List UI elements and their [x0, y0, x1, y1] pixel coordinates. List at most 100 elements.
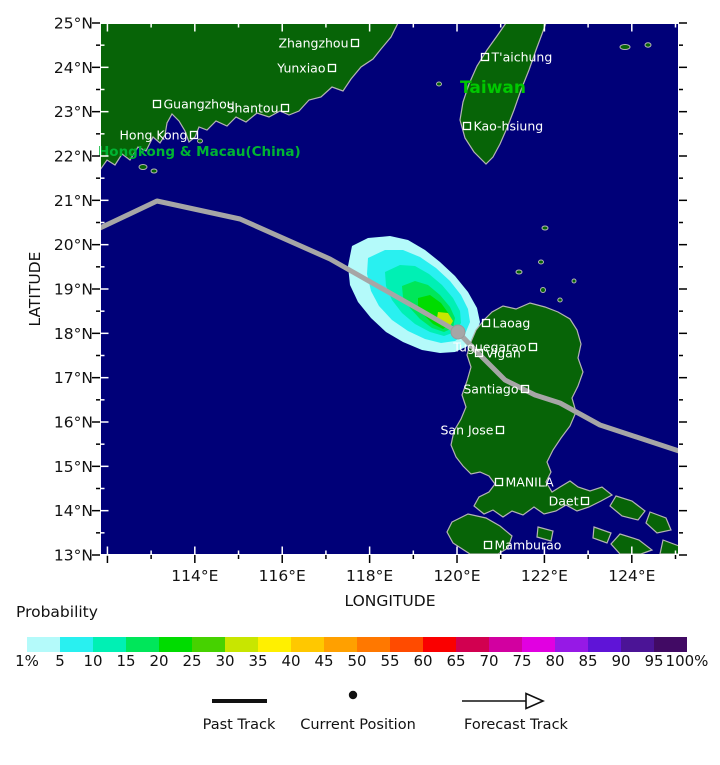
city-label: Tuguegarao	[452, 340, 526, 355]
colorbar-cell	[522, 637, 555, 652]
lon-tick-label: 124°E	[608, 567, 655, 585]
axis-frame-layer	[92, 22, 687, 563]
city-marker-square	[480, 52, 490, 62]
city-label: T'aichung	[491, 50, 553, 65]
colorbar-tick-label: 55	[380, 652, 399, 670]
city-zhangzhou: Zhangzhou	[278, 36, 360, 51]
lon-tick-label: 114°E	[171, 567, 218, 585]
y-axis-title: LATITUDE	[26, 252, 44, 327]
legend-past-track-label: Past Track	[203, 717, 276, 733]
colorbar-tick-label: 25	[182, 652, 201, 670]
city-marker-square	[327, 63, 337, 73]
lat-tick-label: 23°N	[54, 103, 93, 121]
city-label: San Jose	[440, 423, 493, 438]
colorbar-tick-label: 30	[215, 652, 234, 670]
colorbar-tick-label: 80	[545, 652, 564, 670]
city-label: Daet	[549, 494, 579, 509]
islet	[138, 164, 148, 170]
islet	[540, 287, 546, 293]
city-santiago: Santiago	[463, 382, 530, 397]
colorbar-cell	[423, 637, 456, 652]
landmass-china-coast	[100, 23, 399, 172]
city-label: Yunxiao	[276, 61, 325, 76]
city-t-aichung: T'aichung	[480, 50, 553, 65]
colorbar-cell	[192, 637, 225, 652]
city-manila: MANILA	[494, 475, 555, 490]
colorbar-tick-label: 85	[578, 652, 597, 670]
city-label: Guangzhou	[164, 97, 235, 112]
x-axis-title: LONGITUDE	[344, 592, 435, 610]
city-marker-square	[494, 477, 504, 487]
city-mamburao: Mamburao	[483, 538, 561, 553]
current-position-dot-sample	[348, 690, 358, 700]
city-marker-square	[474, 348, 484, 358]
islet	[557, 297, 563, 303]
landmass-luzon	[450, 302, 614, 518]
colorbar-cell	[126, 637, 159, 652]
city-laoag: Laoag	[481, 316, 531, 331]
legend-forecast-track-label: Forecast Track	[464, 717, 569, 733]
colorbar-cell	[159, 637, 192, 652]
landmass-island-e	[659, 539, 679, 555]
city-marker-square	[528, 342, 538, 352]
lat-tick-label: 20°N	[54, 236, 93, 254]
city-label: MANILA	[506, 475, 555, 490]
colorbar-cell	[555, 637, 588, 652]
region-label-taiwan: Taiwan	[460, 78, 526, 98]
colorbar-tick-label: 90	[611, 652, 630, 670]
colorbar-title: Probability	[16, 603, 98, 621]
colorbar-tick-label: 95	[644, 652, 663, 670]
colorbar-cell	[27, 637, 60, 652]
city-vigan: Vigan	[474, 346, 521, 361]
landmass-mindoro	[446, 513, 513, 555]
city-label: Hong Kong	[120, 128, 188, 143]
islet	[538, 259, 544, 265]
city-label: Zhangzhou	[278, 36, 348, 51]
city-marker-square	[520, 384, 530, 394]
islet	[515, 269, 523, 275]
lat-tick-label: 15°N	[54, 458, 93, 476]
city-marker-square	[350, 38, 360, 48]
colorbar-cell	[621, 637, 654, 652]
landmass-island-b	[645, 511, 672, 534]
lat-tick-label: 22°N	[54, 148, 93, 166]
city-label: Shantou	[227, 101, 279, 116]
map-legend: Past Track Current Position Forecast Tra…	[203, 690, 569, 733]
islet	[541, 225, 549, 231]
colorbar-cell	[357, 637, 390, 652]
city-marker-square	[189, 130, 199, 140]
city-yunxiao: Yunxiao	[276, 61, 337, 76]
city-label: Santiago	[463, 382, 518, 397]
islet	[436, 81, 442, 87]
colorbar-tick-label: 20	[149, 652, 168, 670]
colorbar-cell	[291, 637, 324, 652]
city-label: Laoag	[493, 316, 531, 331]
city-marker-square	[462, 121, 472, 131]
lon-tick-label: 122°E	[521, 567, 568, 585]
axis-tick-labels: 13°N 14°N 15°N 16°N 17°N 18°N 19°N 20°N 21°N 22°N…	[54, 15, 655, 586]
colorbar-cell	[225, 637, 258, 652]
city-marker-square	[280, 103, 290, 113]
track-layer	[100, 198, 679, 454]
land-layer	[100, 23, 679, 555]
colorbar-tick-label: 10	[83, 652, 102, 670]
lon-tick-label: 116°E	[259, 567, 306, 585]
colorbar-cell	[324, 637, 357, 652]
city-label: Vigan	[486, 346, 521, 361]
forecast-track-arrowhead-icon	[525, 692, 545, 710]
colorbar-cell	[93, 637, 126, 652]
colorbar-tick-label: 100%	[666, 652, 709, 670]
islet	[571, 278, 577, 284]
lon-tick-label: 118°E	[346, 567, 393, 585]
colorbar-tick-label: 15	[116, 652, 135, 670]
colorbar-cell	[489, 637, 522, 652]
colorbar-tick-label: 1%	[15, 652, 39, 670]
city-kao-hsiung: Kao-hsiung	[462, 119, 543, 134]
islet	[644, 42, 652, 48]
city-marker-square	[481, 318, 491, 328]
city-shantou: Shantou	[227, 101, 290, 116]
colorbar: 1% 5 10 15 20 25 30 35 40 45 50 55 60 65 70 75 80 85 90 95 1…	[15, 637, 708, 670]
